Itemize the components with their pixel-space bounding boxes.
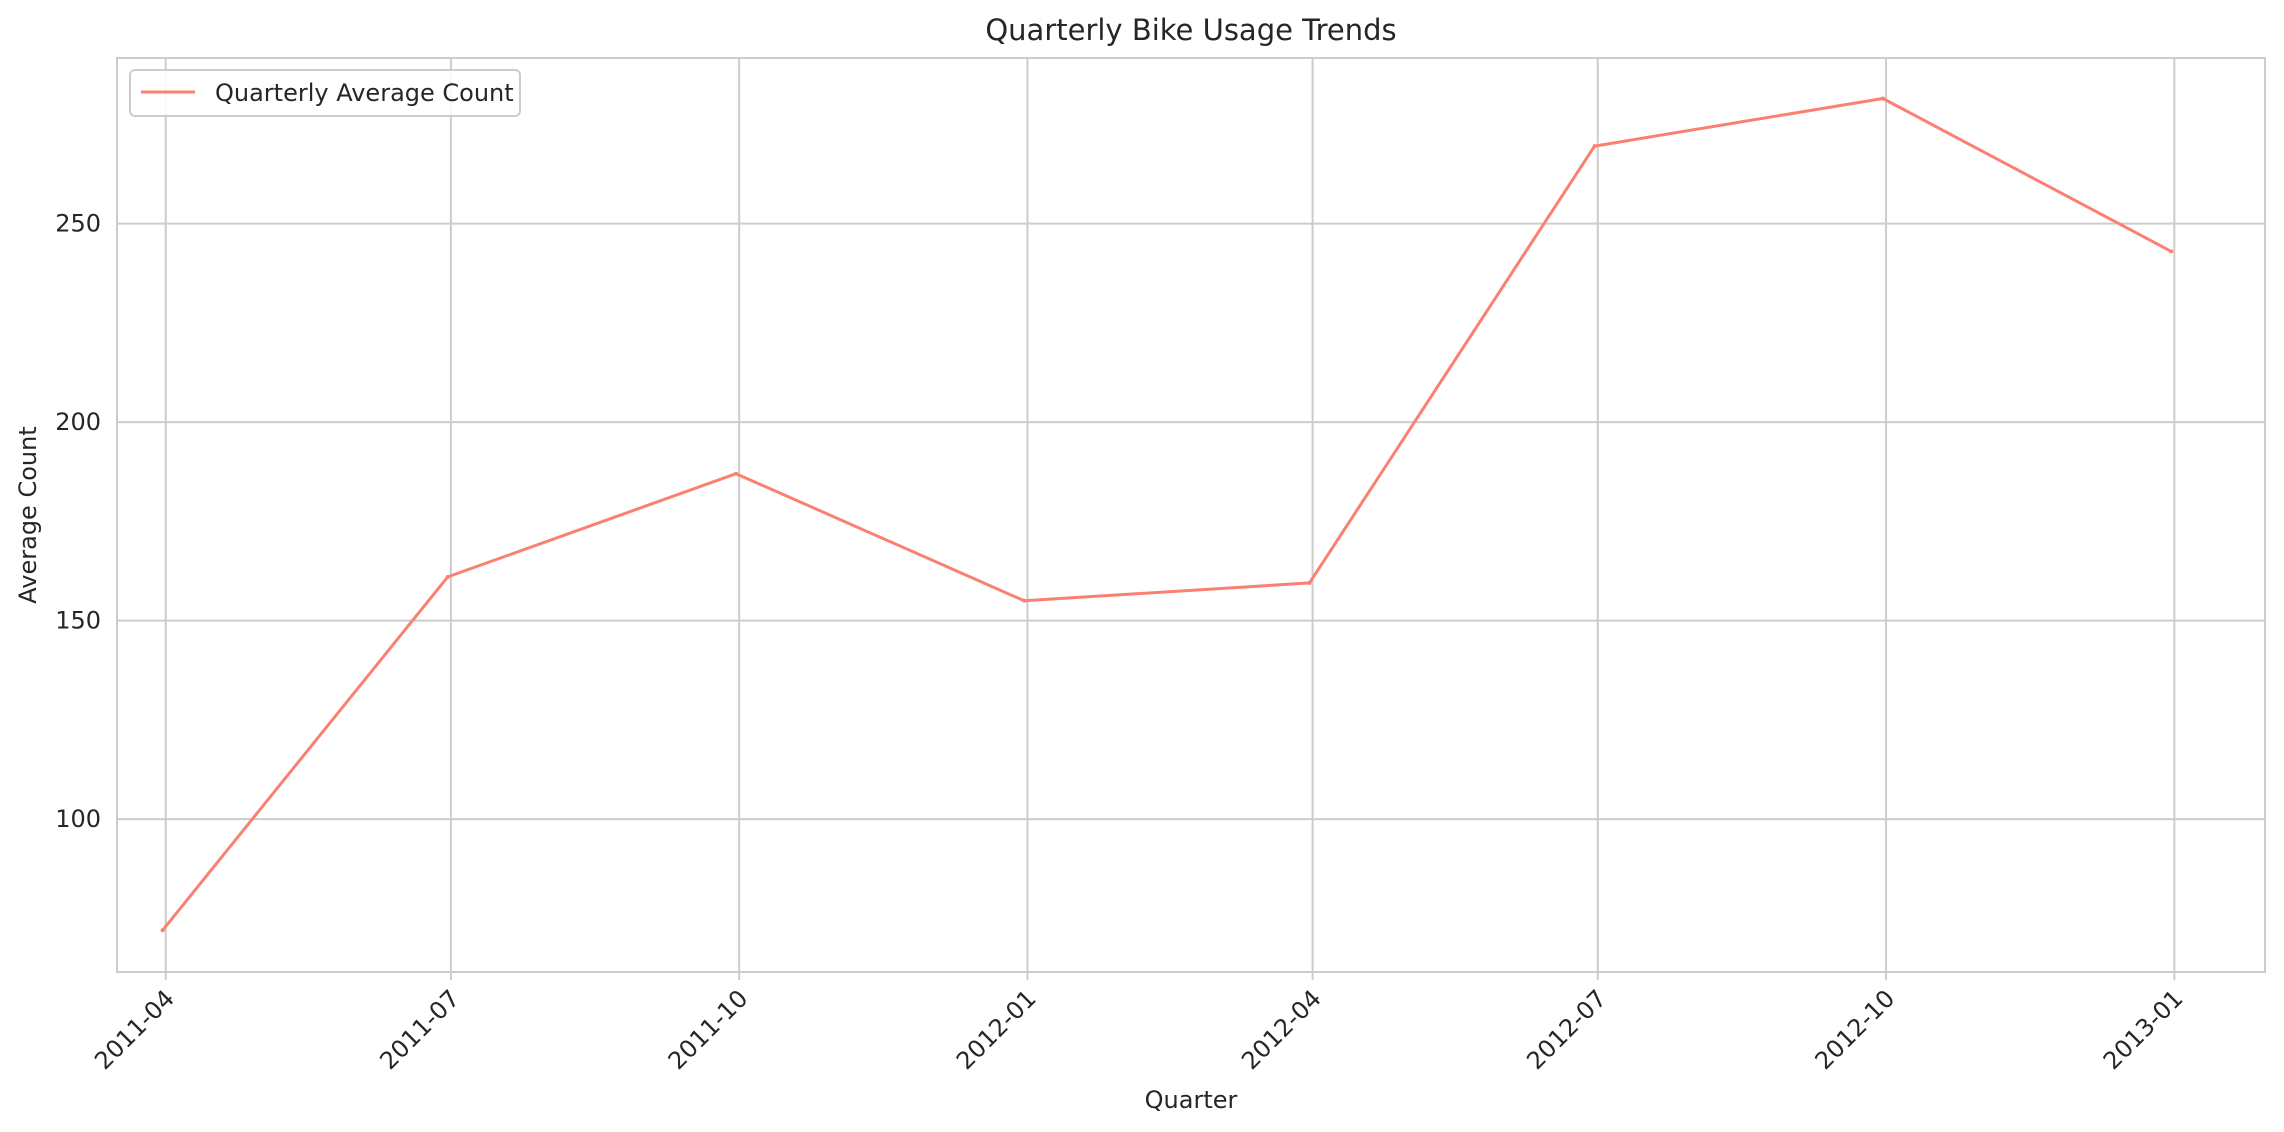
data-point [445,574,450,579]
plot-area [116,57,2266,973]
data-point [1022,598,1027,603]
data-point [734,471,739,476]
data-point [160,928,165,933]
data-point [1592,144,1597,149]
x-tick-label: 2013-01 [2098,984,2189,1075]
x-tick-label: 2011-10 [663,984,754,1075]
legend: Quarterly Average Count [129,69,521,117]
y-tick-label: 150 [55,607,101,635]
y-tick-label: 100 [55,805,101,833]
x-tick-label: 2012-07 [1521,984,1612,1075]
y-tick-label: 250 [55,210,101,238]
x-tick-label: 2012-01 [951,984,1042,1075]
x-axis: 2011-04 2011-07 2011-10 2012-01 2012-04 2012-… [89,972,2189,1075]
y-tick-label: 200 [55,408,101,436]
legend-frame [129,69,521,117]
x-axis-label: Quarter [1145,1086,1238,1114]
x-tick-label: 2011-07 [374,984,465,1075]
data-point [1880,96,1885,101]
series-line-0 [161,97,2173,932]
x-tick-label: 2012-04 [1236,984,1327,1075]
grid [117,58,2265,972]
x-tick-label: 2011-04 [89,984,180,1075]
x-tick-label: 2012-10 [1810,984,1901,1075]
legend-label: Quarterly Average Count [215,79,514,107]
chart-title: Quarterly Bike Usage Trends [985,13,1396,47]
y-axis: 100 150 200 250 [55,210,101,834]
series-layer [160,96,2174,933]
data-point [1307,580,1312,585]
data-point [2169,249,2174,254]
y-axis-label: Average Count [14,426,42,603]
